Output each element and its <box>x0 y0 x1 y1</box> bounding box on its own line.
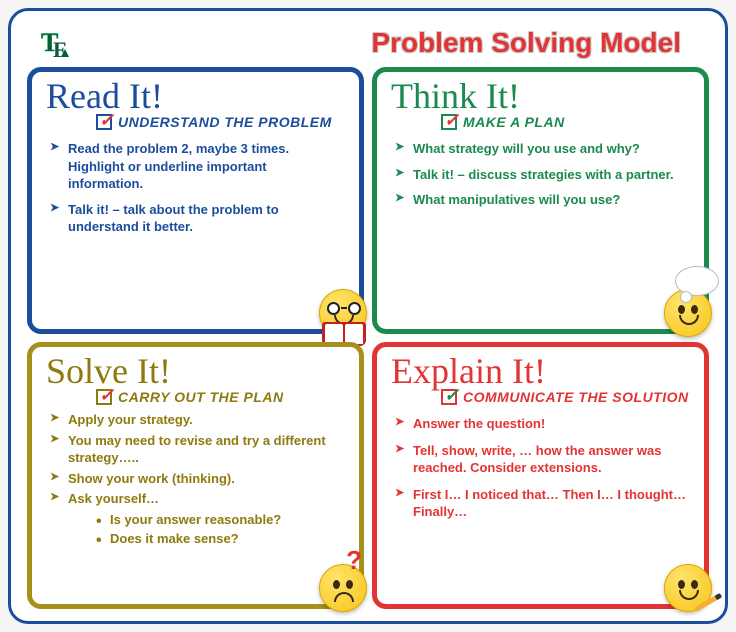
bullet-item: Talk it! – discuss strategies with a par… <box>395 166 690 184</box>
checkbox-icon <box>96 389 112 405</box>
header: T F Problem Solving Model <box>27 23 709 63</box>
card-title: Explain It! <box>391 353 690 389</box>
subtitle-text: UNDERSTAND THE PROBLEM <box>118 114 332 130</box>
card-subtitle: MAKE A PLAN <box>441 114 690 130</box>
confused-emoji-icon: ? <box>319 564 367 612</box>
reading-emoji-icon <box>319 289 367 337</box>
bullet-item: Answer the question! <box>395 415 690 433</box>
bullet-list: Apply your strategy. You may need to rev… <box>46 411 345 508</box>
sub-bullet-item: Does it make sense? <box>96 530 345 548</box>
subtitle-text: COMMUNICATE THE SOLUTION <box>463 389 689 405</box>
card-explain-it: Explain It! COMMUNICATE THE SOLUTION Ans… <box>372 342 709 609</box>
bullet-item: Apply your strategy. <box>50 411 345 429</box>
card-title: Think It! <box>391 78 690 114</box>
page-title: Problem Solving Model <box>371 27 701 59</box>
card-think-it: Think It! MAKE A PLAN What strategy will… <box>372 67 709 334</box>
card-solve-it: Solve It! CARRY OUT THE PLAN Apply your … <box>27 342 364 609</box>
card-subtitle: UNDERSTAND THE PROBLEM <box>96 114 345 130</box>
bullet-item: Show your work (thinking). <box>50 470 345 488</box>
bullet-item: What manipulatives will you use? <box>395 191 690 209</box>
bullet-item: Read the problem 2, maybe 3 times. Highl… <box>50 140 345 193</box>
sub-bullet-item: Is your answer reasonable? <box>96 511 345 529</box>
bullet-item: You may need to revise and try a differe… <box>50 432 345 467</box>
writing-emoji-icon <box>664 564 712 612</box>
card-subtitle: COMMUNICATE THE SOLUTION <box>441 389 690 405</box>
bullet-list: Read the problem 2, maybe 3 times. Highl… <box>46 140 345 236</box>
bullet-item: What strategy will you use and why? <box>395 140 690 158</box>
bullet-list: Answer the question! Tell, show, write, … <box>391 415 690 521</box>
checkbox-icon <box>441 114 457 130</box>
subtitle-text: MAKE A PLAN <box>463 114 565 130</box>
checkbox-icon <box>441 389 457 405</box>
card-title: Solve It! <box>46 353 345 389</box>
subtitle-text: CARRY OUT THE PLAN <box>118 389 284 405</box>
sub-bullet-list: Is your answer reasonable? Does it make … <box>46 511 345 548</box>
card-grid: Read It! UNDERSTAND THE PROBLEM Read the… <box>27 67 709 609</box>
bullet-item: First I… I noticed that… Then I… I thoug… <box>395 486 690 521</box>
poster-frame: T F Problem Solving Model Read It! UNDER… <box>8 8 728 624</box>
card-read-it: Read It! UNDERSTAND THE PROBLEM Read the… <box>27 67 364 334</box>
bullet-item: Talk it! – talk about the problem to und… <box>50 201 345 236</box>
bullet-item: Tell, show, write, … how the answer was … <box>395 442 690 477</box>
card-subtitle: CARRY OUT THE PLAN <box>96 389 345 405</box>
bullet-item: Ask yourself… <box>50 490 345 508</box>
school-logo-icon: T F <box>35 23 75 63</box>
checkbox-icon <box>96 114 112 130</box>
thinking-emoji-icon <box>664 289 712 337</box>
card-title: Read It! <box>46 78 345 114</box>
svg-text:F: F <box>53 37 66 62</box>
bullet-list: What strategy will you use and why? Talk… <box>391 140 690 209</box>
